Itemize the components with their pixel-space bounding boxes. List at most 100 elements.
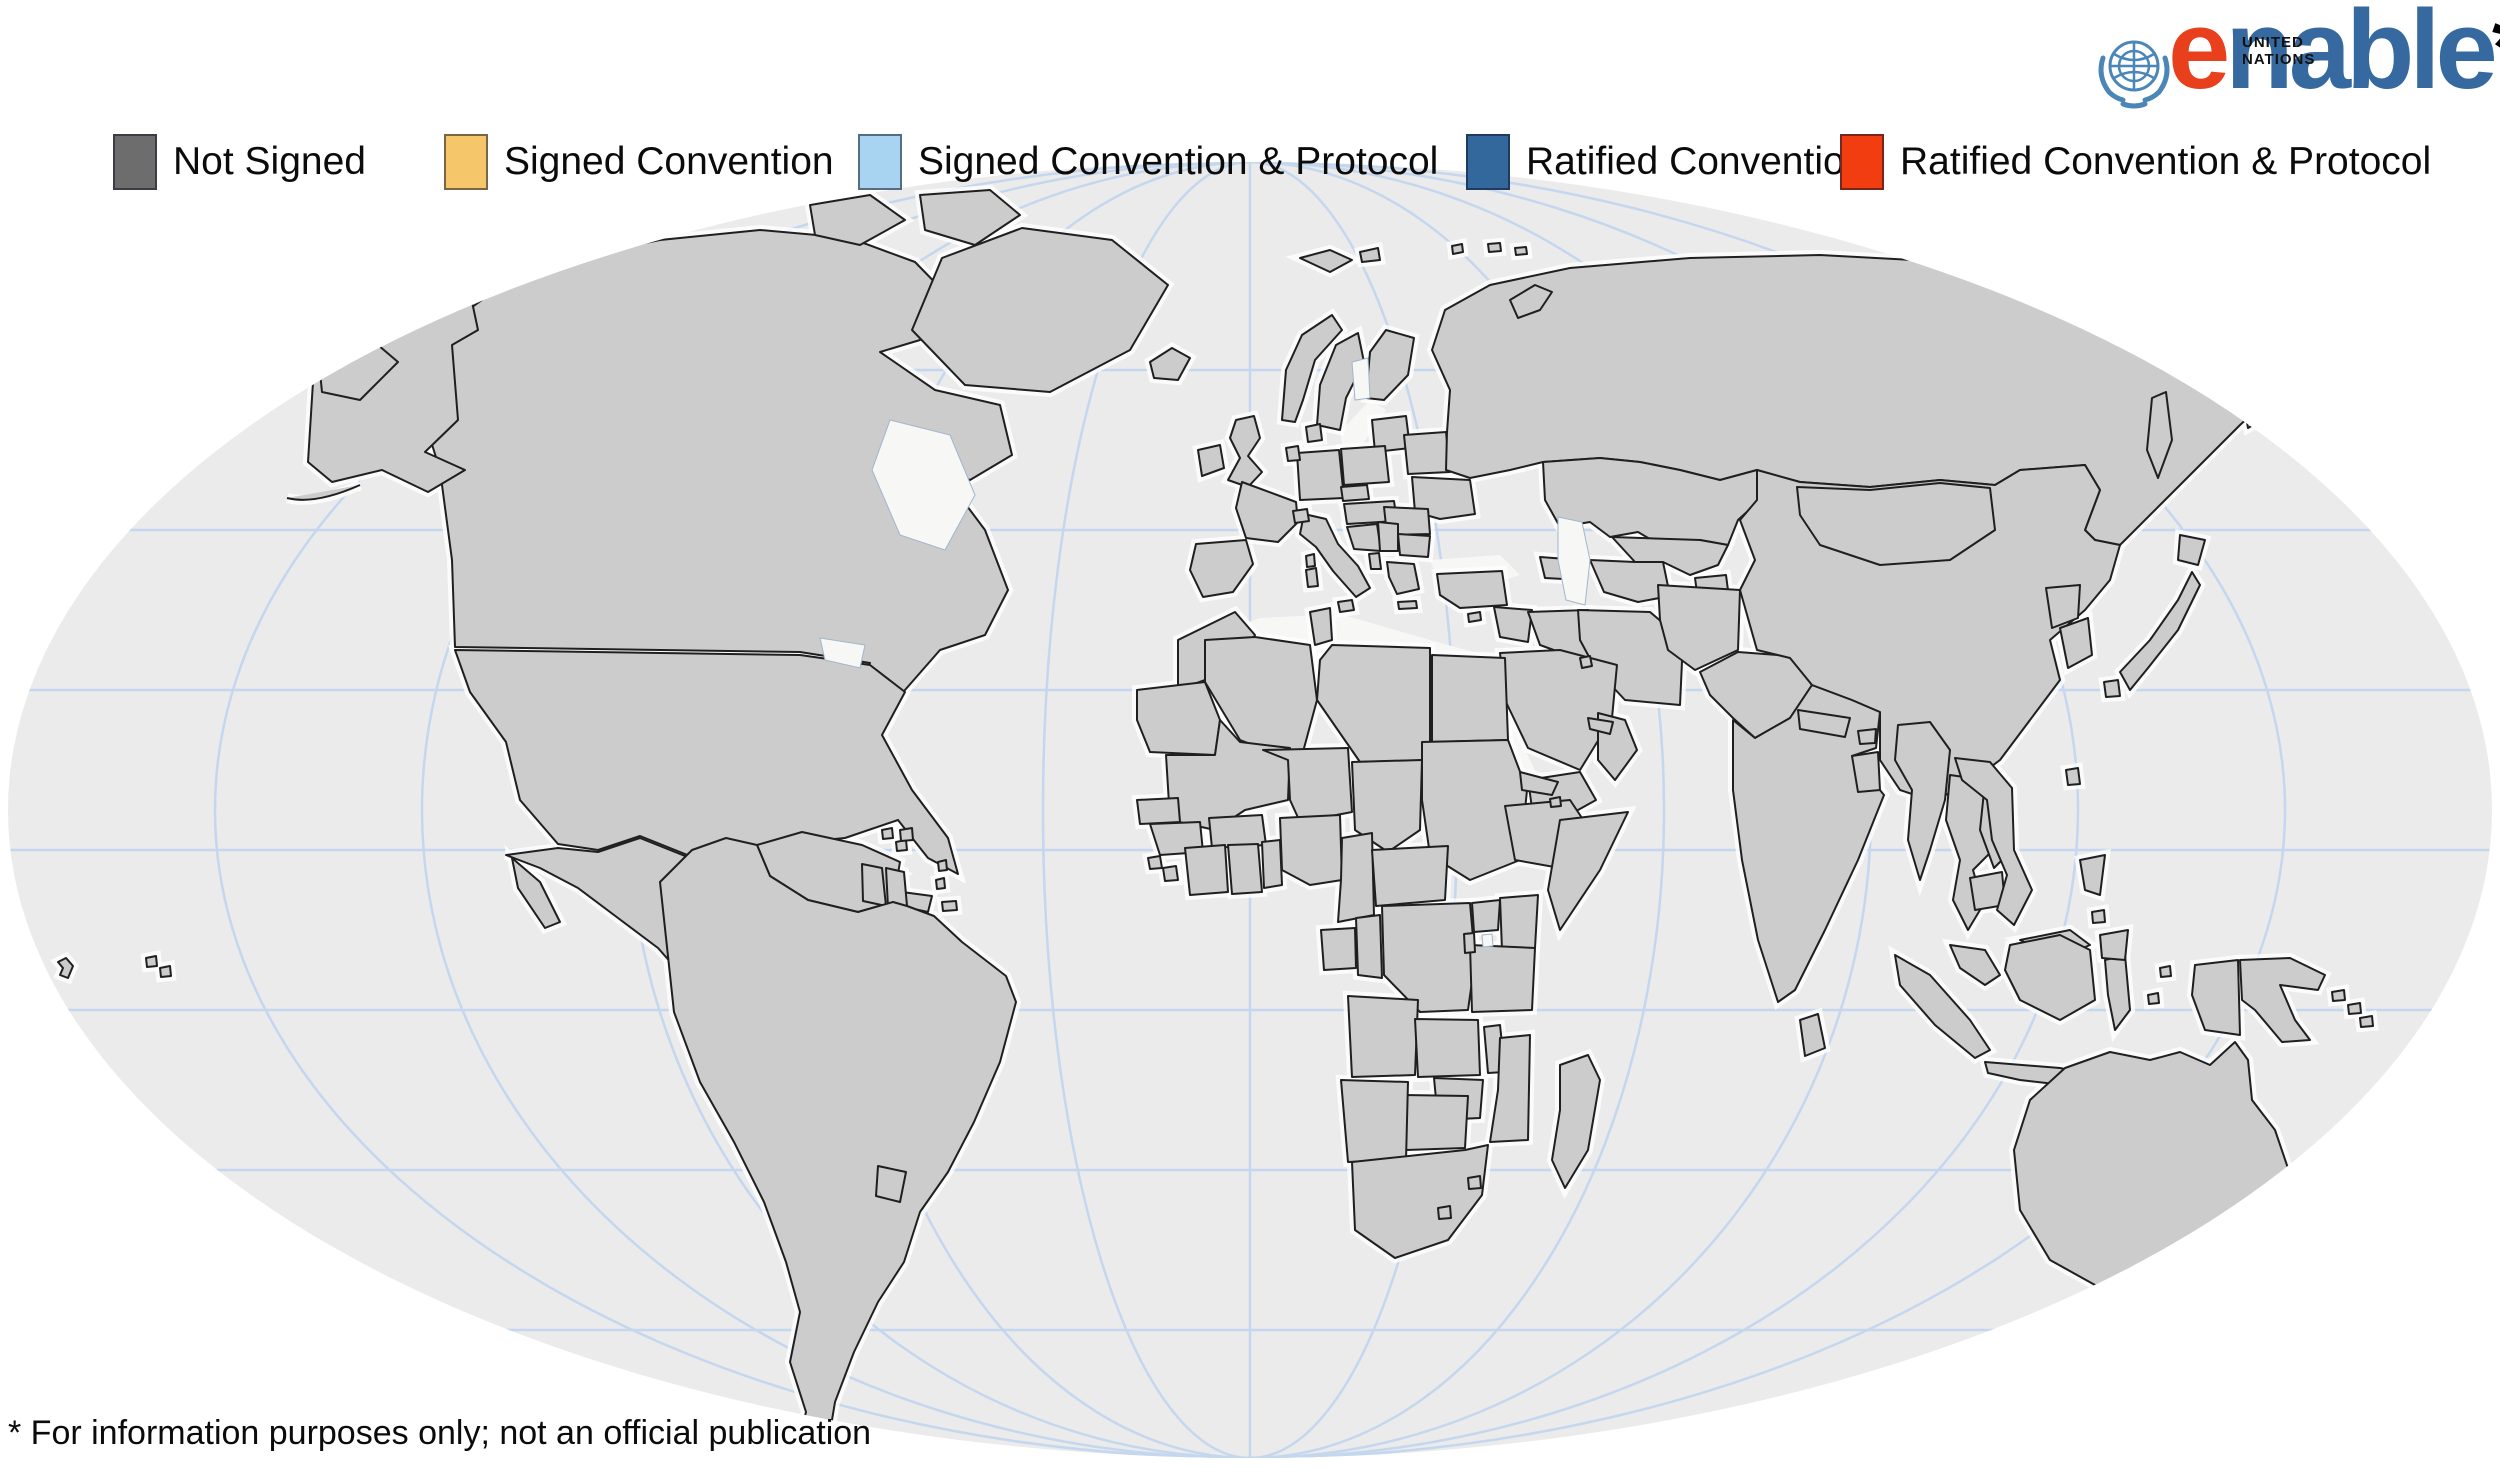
region-czech-republic [1340, 484, 1370, 502]
region-denmark [1305, 423, 1323, 443]
region-uruguay [875, 1165, 907, 1203]
legend-swatch-ratified-convention [1466, 134, 1510, 190]
region-greece [1386, 561, 1420, 595]
region-sudan [1421, 739, 1528, 881]
region-netherlands [1285, 445, 1301, 462]
region-syria [1493, 606, 1533, 643]
region-chad [1351, 759, 1423, 853]
legend-swatch-signed-convention [444, 134, 488, 190]
region-wsahara-mauritania [1136, 681, 1221, 756]
region-svalbard [1359, 247, 1381, 263]
countries [57, 189, 2478, 1458]
region-sardinia [1305, 567, 1319, 588]
united-nations-label: UNITED NATIONS [2242, 34, 2316, 68]
region-lesotho [1437, 1205, 1452, 1220]
caspian-sea [1557, 516, 1591, 606]
region-new-zealand-north [2385, 1261, 2419, 1321]
region-turkey [1436, 570, 1508, 609]
region-franz-josef [1514, 246, 1528, 256]
region-bahamas [881, 827, 894, 840]
region-vietnam [1954, 757, 2033, 926]
region-sumatra [1894, 954, 1991, 1059]
region-djibouti [1549, 796, 1562, 808]
region-north-korea [2045, 584, 2081, 629]
region-algeria [1204, 636, 1318, 764]
region-novaya-zemlya [1509, 284, 1553, 319]
region-bhutan [1857, 728, 1877, 745]
region-papua-new-guinea [2239, 957, 2326, 1043]
region-japan-honshu [2119, 571, 2201, 691]
region-guyana [861, 863, 887, 907]
region-united-kingdom [1227, 415, 1263, 488]
region-canada-arctic [809, 194, 906, 246]
region-namibia [1340, 1079, 1409, 1163]
region-south-america [659, 837, 1017, 1458]
legend-swatch-ratified-convention-protocol [1840, 134, 1884, 190]
region-mongolia [1796, 482, 1996, 566]
region-taiwan [2065, 767, 2081, 786]
region-serbia [1377, 521, 1399, 552]
region-sweden [1316, 332, 1365, 431]
legend-label-signed-convention: Signed Convention [504, 140, 834, 183]
legend-item-signed-convention-protocol: Signed Convention & Protocol [858, 134, 1438, 190]
united-nations-emblem-icon [2098, 40, 2170, 109]
region-aleutians [286, 484, 361, 501]
region-sakhalin [2146, 391, 2173, 479]
region-lesser-antilles [935, 877, 946, 890]
legend-swatch-not-signed [113, 134, 157, 190]
region-south-korea [2059, 617, 2093, 669]
region-corsica [1305, 553, 1316, 568]
lakes [819, 357, 1591, 948]
region-finland [1365, 329, 1415, 401]
region-solomon-islands [2347, 1002, 2362, 1015]
region-myanmar [1894, 721, 1951, 881]
region-uae [1587, 717, 1614, 735]
region-ghana [1227, 843, 1263, 895]
region-ireland [1197, 444, 1225, 477]
legend-item-ratified-convention-protocol: Ratified Convention & Protocol [1840, 134, 2431, 190]
region-solomon-islands [2359, 1015, 2374, 1028]
region-philippines-mindanao [2099, 929, 2129, 961]
region-hawaii [145, 955, 158, 968]
region-botswana [1402, 1094, 1469, 1151]
region-vanuatu [2405, 1063, 2418, 1078]
region-zambia [1414, 1018, 1481, 1078]
region-crete [1397, 600, 1418, 610]
region-uganda [1471, 899, 1501, 933]
region-bangladesh [1851, 751, 1881, 793]
region-norway [1281, 314, 1343, 423]
baltic-sea [1340, 400, 1386, 455]
region-united-states [454, 649, 959, 875]
legend-label-ratified-convention-protocol: Ratified Convention & Protocol [1900, 140, 2432, 183]
region-cyprus [1467, 611, 1482, 623]
region-new-caledonia [2367, 1125, 2397, 1151]
region-bulgaria [1397, 533, 1431, 558]
region-france [1235, 481, 1299, 543]
region-senegal [1136, 797, 1181, 825]
region-italy [1299, 513, 1371, 598]
region-nepal [1797, 709, 1851, 738]
region-central-african-republic [1371, 845, 1449, 907]
great-lakes [819, 637, 866, 669]
region-spain-portugal [1189, 539, 1254, 598]
region-sierra-leone [1147, 855, 1163, 870]
region-solomon-islands [2331, 989, 2346, 1002]
region-canada-arctic [919, 189, 1021, 246]
region-belarus [1403, 431, 1451, 475]
region-vanuatu [2411, 1079, 2422, 1094]
region-tunisia [1309, 607, 1333, 646]
region-india [1732, 684, 1885, 1003]
legend-item-ratified-convention: Ratified Convention [1466, 134, 1866, 190]
hudson-bay [871, 419, 976, 551]
region-lesser-antilles [937, 859, 948, 872]
region-nigeria [1279, 814, 1343, 886]
region-poland [1340, 445, 1390, 486]
region-suriname [885, 867, 908, 908]
brand-rest: nable [2225, 0, 2498, 112]
brand-letter-e: e [2168, 0, 2230, 112]
region-baja [511, 857, 561, 929]
lake-victoria [1481, 933, 1494, 948]
region-svalbard [1299, 249, 1353, 273]
region-sri-lanka [1799, 1013, 1826, 1057]
